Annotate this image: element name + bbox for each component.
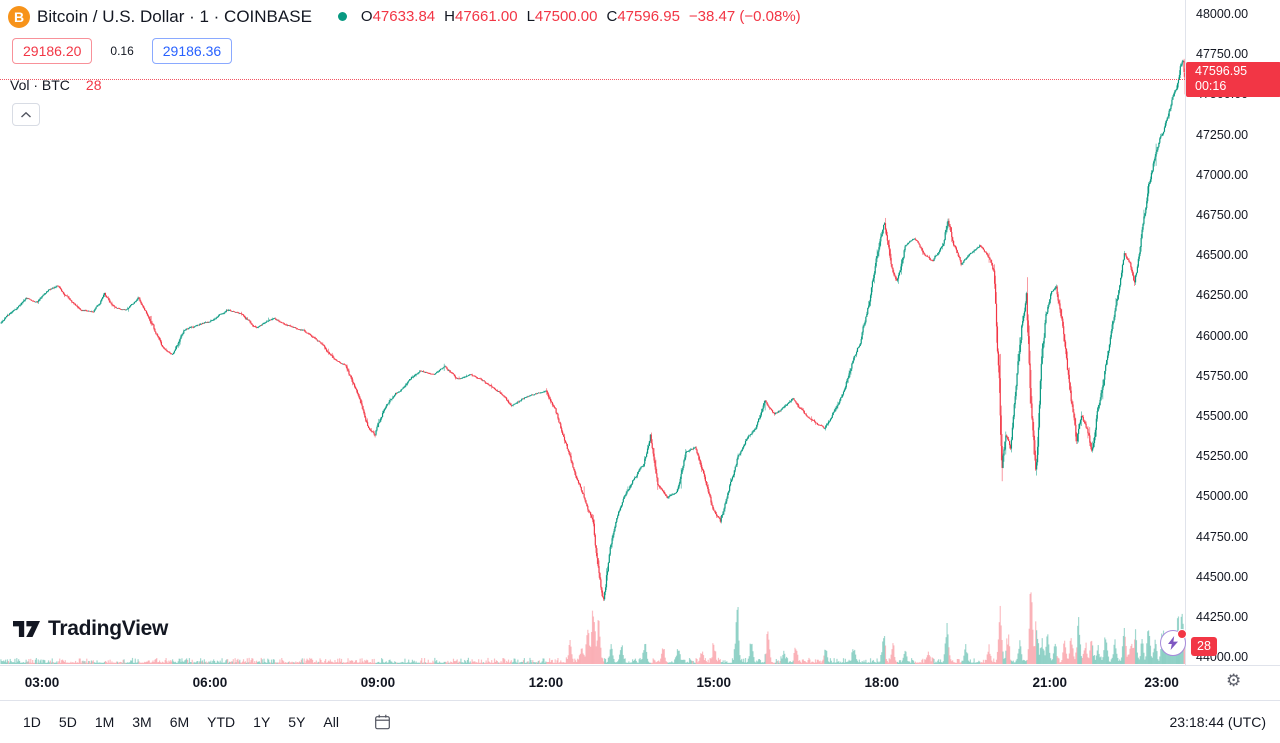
time-axis-tick: 12:00 bbox=[528, 675, 564, 690]
range-button-3m[interactable]: 3M bbox=[123, 709, 160, 735]
market-open-dot bbox=[337, 12, 347, 21]
lightning-alert-button[interactable] bbox=[1160, 629, 1187, 656]
calendar-icon bbox=[375, 714, 390, 729]
price-axis-tick: 46500.00 bbox=[1196, 248, 1249, 263]
price-axis-tick: 46250.00 bbox=[1196, 288, 1249, 303]
chevron-up-icon bbox=[21, 111, 31, 118]
ohlc-values: O47633.84 H47661.00 L47500.00 C47596.95 … bbox=[361, 8, 801, 25]
price-axis-tick: 47000.00 bbox=[1196, 167, 1249, 182]
open-value: 47633.84 bbox=[372, 8, 436, 25]
time-axis-tick: 23:00 bbox=[1144, 675, 1179, 690]
range-button-6m[interactable]: 6M bbox=[161, 709, 198, 735]
go-to-date-button[interactable] bbox=[368, 710, 397, 735]
time-axis-tick: 18:00 bbox=[864, 675, 900, 690]
price-axis-tick: 45250.00 bbox=[1196, 449, 1249, 464]
price-axis-tick: 44250.00 bbox=[1196, 609, 1249, 624]
volume-row: Vol · BTC 28 bbox=[10, 77, 801, 93]
volume-label: Vol · BTC bbox=[10, 77, 70, 93]
current-price-value: 47596.95 bbox=[1195, 64, 1248, 78]
spread-value: 0.16 bbox=[110, 44, 134, 58]
price-axis-tick: 45500.00 bbox=[1196, 408, 1249, 423]
lightning-icon bbox=[1168, 636, 1178, 650]
range-button-1d[interactable]: 1D bbox=[14, 709, 50, 735]
current-price-label: 47596.95 00:16 bbox=[1186, 62, 1280, 97]
range-button-ytd[interactable]: YTD bbox=[198, 709, 244, 735]
open-label: O bbox=[360, 8, 373, 25]
low-value: 47500.00 bbox=[534, 8, 598, 25]
price-axis[interactable]: 47596.95 00:16 28 48000.0047750.0047500.… bbox=[1186, 0, 1280, 665]
price-axis-tick: 45750.00 bbox=[1196, 368, 1249, 383]
gear-icon[interactable]: ⚙ bbox=[1226, 671, 1242, 691]
bar-countdown: 00:16 bbox=[1195, 79, 1227, 93]
price-axis-tick: 47750.00 bbox=[1196, 47, 1249, 62]
chart-pane: B Bitcoin / U.S. Dollar · 1 · COINBASE O… bbox=[0, 0, 1187, 665]
time-axis-tick: 03:00 bbox=[24, 675, 60, 690]
chart-legend: B Bitcoin / U.S. Dollar · 1 · COINBASE O… bbox=[8, 3, 801, 126]
volume-axis-badge: 28 bbox=[1191, 637, 1217, 656]
tradingview-watermark[interactable]: TradingView bbox=[13, 617, 168, 641]
quote-row: 29186.20 0.16 29186.36 bbox=[12, 38, 801, 64]
price-axis-tick: 47250.00 bbox=[1196, 127, 1249, 142]
sell-price-button[interactable]: 29186.20 bbox=[12, 38, 93, 64]
notification-dot bbox=[1177, 629, 1187, 639]
time-axis[interactable]: ⚙ 03:00 06:00 09:00 12:00 15:00 18:00 21:00 23:… bbox=[0, 665, 1280, 701]
range-button-5y[interactable]: 5Y bbox=[279, 709, 314, 735]
low-label: L bbox=[526, 8, 535, 25]
time-axis-tick: 15:00 bbox=[696, 675, 732, 690]
tradingview-wordmark: TradingView bbox=[48, 617, 169, 640]
price-axis-tick: 48000.00 bbox=[1196, 6, 1249, 21]
tradingview-logo-icon bbox=[13, 621, 40, 637]
range-button-5d[interactable]: 5D bbox=[50, 709, 86, 735]
time-axis-tick: 06:00 bbox=[192, 675, 228, 690]
change-value: −38.47 (−0.08%) bbox=[688, 8, 801, 25]
close-label: C bbox=[606, 8, 618, 25]
high-label: H bbox=[444, 8, 455, 25]
range-button-1y[interactable]: 1Y bbox=[244, 709, 279, 735]
time-axis-tick: 09:00 bbox=[360, 675, 396, 690]
symbol-row: B Bitcoin / U.S. Dollar · 1 · COINBASE O… bbox=[8, 3, 801, 30]
price-axis-tick: 46000.00 bbox=[1196, 328, 1249, 343]
volume-value: 28 bbox=[85, 77, 102, 93]
price-axis-tick: 45000.00 bbox=[1196, 489, 1249, 504]
high-value: 47661.00 bbox=[455, 8, 518, 25]
price-axis-tick: 46750.00 bbox=[1196, 207, 1249, 222]
time-axis-tick: 21:00 bbox=[1032, 675, 1067, 690]
price-axis-tick: 44750.00 bbox=[1196, 529, 1249, 544]
buy-price-button[interactable]: 29186.36 bbox=[151, 38, 233, 64]
legend-collapse-button[interactable] bbox=[12, 103, 40, 126]
range-button-all[interactable]: All bbox=[314, 709, 348, 735]
candlestick-chart[interactable] bbox=[0, 0, 1185, 665]
price-axis-tick: 44500.00 bbox=[1196, 569, 1249, 584]
bitcoin-icon: B bbox=[8, 5, 30, 28]
clock-utc[interactable]: 23:18:44 (UTC) bbox=[1169, 714, 1266, 730]
symbol-title[interactable]: Bitcoin / U.S. Dollar · 1 · COINBASE bbox=[37, 6, 312, 26]
range-button-1m[interactable]: 1M bbox=[86, 709, 123, 735]
close-value: 47596.95 bbox=[617, 8, 680, 25]
current-price-line bbox=[0, 79, 1185, 80]
bottom-toolbar: 1D 5D 1M 3M 6M YTD 1Y 5Y All 23:18:44 (U… bbox=[0, 700, 1280, 743]
